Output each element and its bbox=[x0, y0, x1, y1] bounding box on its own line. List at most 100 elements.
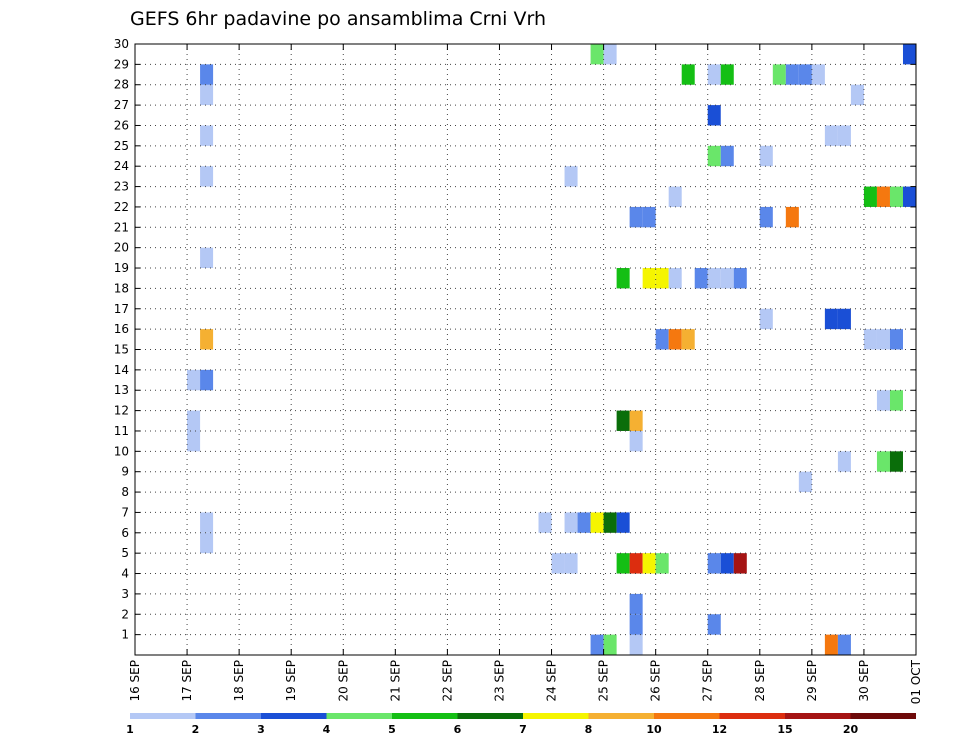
y-tick-label: 27 bbox=[114, 98, 129, 112]
heatmap-cell bbox=[616, 553, 630, 574]
heatmap-cell bbox=[902, 186, 916, 207]
heatmap-cell bbox=[187, 410, 201, 431]
heatmap-cell bbox=[798, 471, 812, 493]
heatmap-cell bbox=[200, 369, 214, 391]
heatmap-cell bbox=[200, 532, 214, 554]
heatmap-cell bbox=[564, 166, 578, 187]
heatmap-cell bbox=[629, 430, 643, 452]
colorbar-label: 7 bbox=[519, 723, 527, 736]
heatmap-cell bbox=[655, 268, 669, 289]
heatmap-cell bbox=[187, 369, 201, 391]
x-tick-label: 17 SEP bbox=[180, 660, 194, 702]
x-tick-label: 23 SEP bbox=[492, 660, 506, 702]
colorbar-label: 5 bbox=[388, 723, 396, 736]
x-tick-label: 18 SEP bbox=[232, 660, 246, 702]
colorbar-swatch bbox=[654, 713, 720, 719]
heatmap-cell bbox=[785, 64, 799, 85]
heatmap-cell bbox=[837, 308, 851, 330]
y-tick-label: 26 bbox=[114, 118, 129, 132]
y-tick-label: 25 bbox=[114, 139, 129, 153]
x-tick-label: 22 SEP bbox=[440, 660, 454, 702]
heatmap-cell bbox=[707, 614, 721, 635]
colorbar-label: 2 bbox=[192, 723, 200, 736]
heatmap-cell bbox=[863, 329, 877, 350]
heatmap-cell bbox=[590, 44, 604, 65]
x-tick-label: 27 SEP bbox=[701, 660, 715, 702]
heatmap-cell bbox=[902, 44, 916, 65]
heatmap-cell bbox=[200, 329, 214, 350]
heatmap-cell bbox=[642, 206, 656, 228]
heatmap-cell bbox=[603, 512, 617, 533]
y-tick-label: 4 bbox=[121, 567, 129, 581]
colorbar-swatch bbox=[588, 713, 654, 719]
heatmap-cell bbox=[707, 553, 721, 574]
heatmap-cell bbox=[889, 390, 903, 411]
heatmap-cell bbox=[785, 206, 799, 228]
heatmap-cell bbox=[200, 84, 214, 106]
colorbar-swatch bbox=[850, 713, 916, 719]
colorbar-label: 3 bbox=[257, 723, 265, 736]
colorbar-swatch bbox=[457, 713, 523, 719]
heatmap-cell bbox=[720, 64, 734, 85]
heatmap-cell bbox=[629, 614, 643, 635]
x-axis: 16 SEP 17 SEP 18 SEP 19 SEP 20 SEP 21 SEP 22 S… bbox=[128, 44, 923, 704]
y-tick-label: 15 bbox=[114, 343, 129, 357]
y-tick-label: 17 bbox=[114, 302, 129, 316]
x-tick-label: 21 SEP bbox=[388, 660, 402, 702]
heatmap-cell bbox=[824, 634, 838, 655]
x-tick-label: 24 SEP bbox=[545, 660, 559, 702]
y-tick-label: 30 bbox=[114, 37, 129, 51]
y-tick-label: 3 bbox=[121, 587, 129, 601]
y-axis: 1234567891011121314151617181920212223242… bbox=[114, 37, 916, 642]
x-tick-label: 16 SEP bbox=[128, 660, 142, 702]
heatmap-cell bbox=[889, 329, 903, 350]
heatmap-cell bbox=[863, 186, 877, 207]
heatmap-cell bbox=[694, 268, 708, 289]
heatmap-cell bbox=[889, 186, 903, 207]
heatmap-cell bbox=[629, 410, 643, 431]
y-tick-label: 20 bbox=[114, 241, 129, 255]
colorbar-label: 12 bbox=[712, 723, 727, 736]
heatmap-cell bbox=[824, 308, 838, 330]
heatmap-cell bbox=[837, 125, 851, 146]
x-tick-label: 28 SEP bbox=[753, 660, 767, 702]
heatmap-cell bbox=[603, 634, 617, 655]
heatmap-cell bbox=[629, 634, 643, 655]
heatmap-cell bbox=[889, 451, 903, 472]
heatmap-cell bbox=[707, 64, 721, 85]
y-tick-label: 24 bbox=[114, 159, 129, 173]
y-tick-label: 19 bbox=[114, 261, 129, 275]
heatmap-cell bbox=[200, 512, 214, 533]
y-tick-label: 29 bbox=[114, 57, 129, 71]
heatmap-cell bbox=[759, 206, 773, 228]
heatmap-cell bbox=[538, 512, 552, 533]
y-tick-label: 21 bbox=[114, 220, 129, 234]
heatmap-cell bbox=[655, 329, 669, 350]
y-tick-label: 8 bbox=[121, 485, 129, 499]
heatmap-cell bbox=[629, 206, 643, 228]
heatmap-cell bbox=[668, 329, 682, 350]
chart-title: GEFS 6hr padavine po ansamblima Crni Vrh bbox=[130, 8, 546, 30]
heatmap-cell bbox=[876, 451, 890, 472]
heatmap-cell bbox=[681, 64, 695, 85]
colorbar-label: 10 bbox=[646, 723, 662, 736]
heatmap-cell bbox=[876, 329, 890, 350]
heatmap-cell bbox=[200, 125, 214, 146]
y-tick-label: 23 bbox=[114, 180, 129, 194]
heatmap-cell bbox=[551, 553, 565, 574]
y-tick-label: 9 bbox=[121, 465, 129, 479]
heatmap-cell bbox=[590, 512, 604, 533]
y-tick-label: 28 bbox=[114, 78, 129, 92]
heatmap-cell bbox=[720, 553, 734, 574]
heatmap-cell bbox=[603, 44, 617, 65]
colorbar-legend: 1 2 3 4 5 6 7 8 10 12 15 20 bbox=[126, 713, 916, 736]
x-tick-label: 19 SEP bbox=[284, 660, 298, 702]
heatmap-cell bbox=[733, 553, 747, 574]
heatmap-cell bbox=[564, 512, 578, 533]
heatmap-cell bbox=[564, 553, 578, 574]
y-tick-label: 16 bbox=[114, 322, 129, 336]
x-tick-label: 20 SEP bbox=[336, 660, 350, 702]
heatmap-cell bbox=[720, 268, 734, 289]
x-tick-label: 30 SEP bbox=[857, 660, 871, 702]
colorbar-label: 6 bbox=[454, 723, 462, 736]
